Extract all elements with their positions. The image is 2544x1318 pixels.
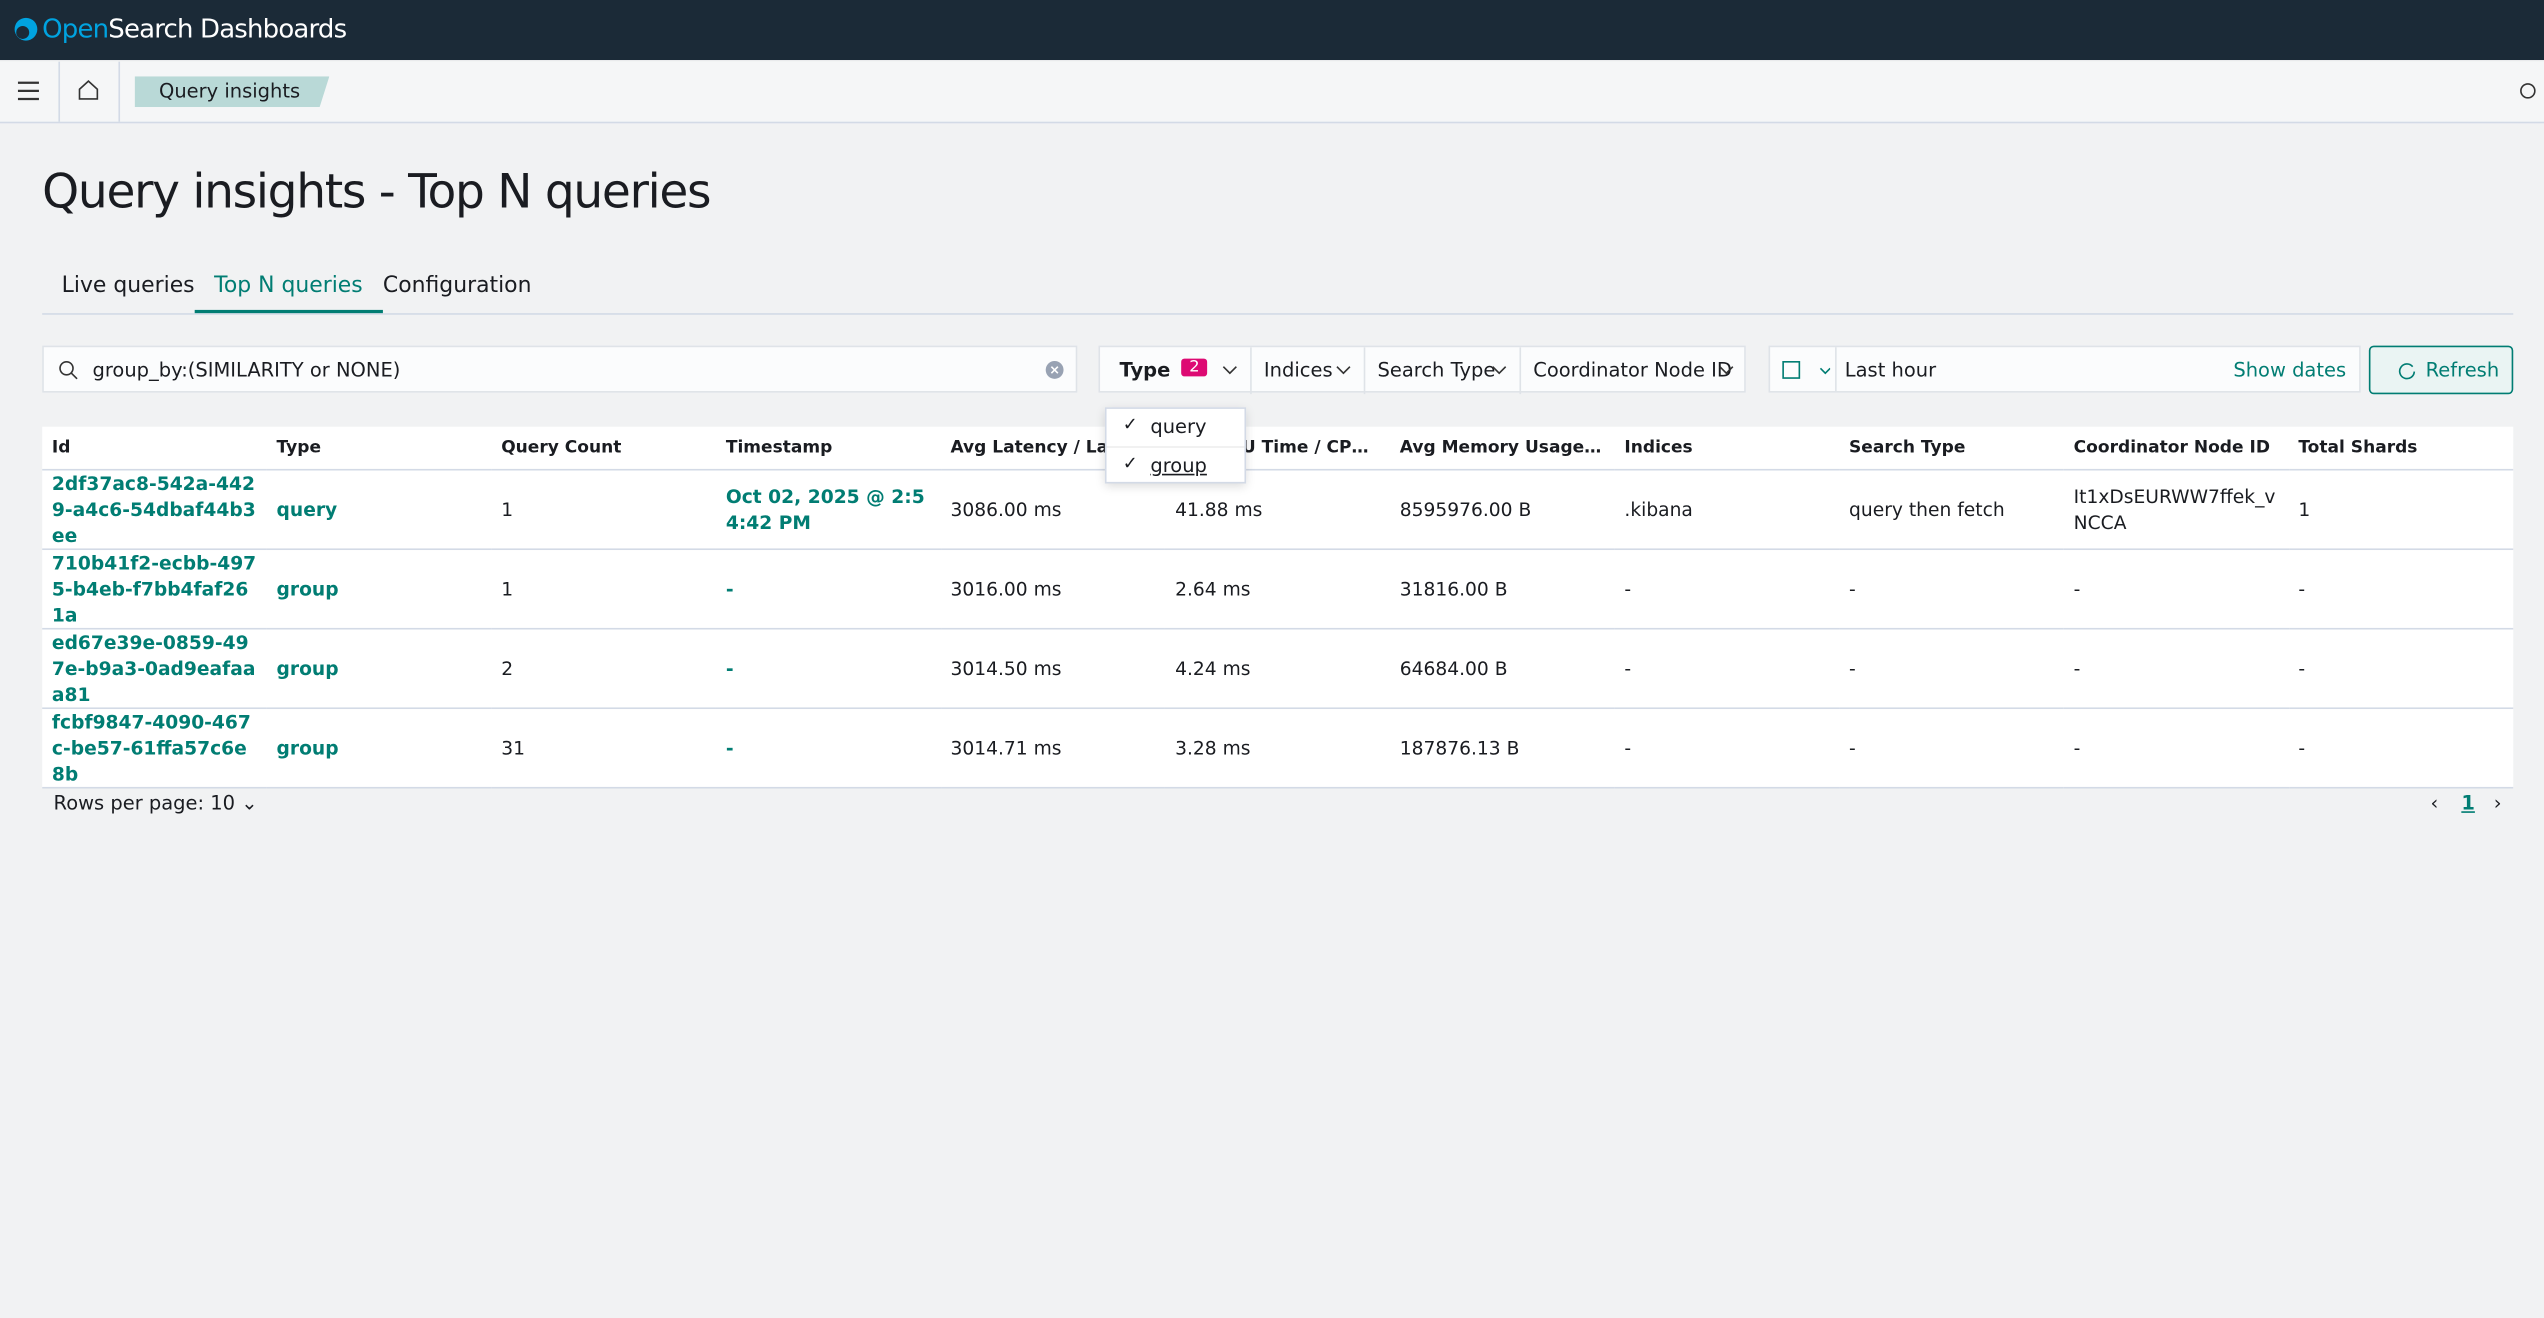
cell: 187876.13 B <box>1390 708 1615 789</box>
tab[interactable]: Live queries <box>61 272 195 299</box>
rows-per-page[interactable]: Rows per page: 10 ⌄ <box>53 791 258 815</box>
cell[interactable]: - <box>716 549 941 630</box>
time-range: Last hour <box>1844 358 1937 382</box>
cell: 31 <box>491 708 717 789</box>
home-button[interactable] <box>78 80 99 101</box>
cell: 1 <box>491 469 717 551</box>
type-option-label: group <box>1150 454 1207 478</box>
brand[interactable]: OpenSearch Dashboards <box>42 12 347 44</box>
cell: - <box>1614 628 1840 710</box>
table-wrap: Id Type Query Count Timestamp Avg Latency / … <box>42 426 2514 789</box>
type-option[interactable]: ✓ query <box>1107 409 1245 445</box>
cell: 4.24 ms <box>1165 628 1391 710</box>
cell: 2.64 ms <box>1165 549 1391 630</box>
column-header[interactable]: Id <box>42 426 267 471</box>
cell: - <box>1614 549 1840 630</box>
cell: 1 <box>2288 469 2514 551</box>
cell: - <box>1839 628 2064 710</box>
column-header[interactable]: Timestamp <box>716 426 941 471</box>
column-header[interactable]: Type <box>266 426 492 471</box>
cell: 31816.00 B <box>1390 549 1615 630</box>
search-query: group_by:(SIMILARITY or NONE) <box>92 358 401 382</box>
cell: - <box>2063 628 2289 710</box>
brand-rest: Search Dashboards <box>108 12 347 44</box>
cell[interactable]: group <box>266 549 492 630</box>
cell: - <box>1839 549 2064 630</box>
tab[interactable]: Top N queries <box>194 273 383 314</box>
cell: 2 <box>491 628 717 710</box>
clear-search[interactable] <box>1045 360 1064 379</box>
cell: - <box>2288 628 2514 710</box>
cell: 3014.71 ms <box>940 708 1166 789</box>
tab[interactable]: Configuration <box>382 272 532 299</box>
cell: 3016.00 ms <box>940 549 1166 630</box>
type-option[interactable]: ✓ group <box>1106 446 1245 483</box>
help-button[interactable] <box>2520 83 2536 99</box>
check: ✓ <box>1122 413 1138 435</box>
top-bar: OpenSearch Dashboards <box>0 0 2544 61</box>
date-picker[interactable]: Last hour Show dates <box>1768 345 2361 393</box>
indices-filter[interactable]: Indices <box>1263 358 1333 382</box>
cell: - <box>2288 708 2514 789</box>
search-type-filter[interactable]: Search Type <box>1377 358 1496 382</box>
cell[interactable]: 710b41f2-ecbb-4975-b4eb-f7bb4faf261a <box>42 549 267 630</box>
search-bar[interactable]: group_by:(SIMILARITY or NONE) <box>42 345 1078 393</box>
cell: 3014.50 ms <box>940 628 1166 710</box>
rows-per-page-label: Rows per page: 10 <box>53 791 236 815</box>
refresh-button[interactable]: Refresh <box>2368 345 2514 395</box>
show-dates[interactable]: Show dates <box>2233 358 2347 382</box>
type-count: 2 <box>1181 358 1208 377</box>
cell: 1 <box>491 549 717 630</box>
cell: query then fetch <box>1839 469 2064 551</box>
check: ✓ <box>1122 452 1138 474</box>
page-number[interactable]: 1 <box>2461 791 2475 815</box>
cell: 8595976.00 B <box>1390 469 1615 551</box>
cell[interactable]: ed67e39e-0859-497e-b9a3-0ad9eafaaa81 <box>42 628 267 710</box>
type-option-label: query <box>1150 415 1207 439</box>
cell: - <box>2288 549 2514 630</box>
column-header[interactable]: Query Count <box>491 426 717 471</box>
column-header[interactable]: Coordinator Node ID <box>2063 426 2289 471</box>
table-row: fcbf9847-4090-467c-be57-61ffa57c6e8b grou… <box>42 708 2514 789</box>
logo <box>14 17 38 41</box>
cell[interactable]: fcbf9847-4090-467c-be57-61ffa57c6e8b <box>42 708 267 789</box>
table-row: 2df37ac8-542a-4429-a4c6-54dbaf44b3ee quer… <box>42 469 2514 551</box>
refresh-label: Refresh <box>2425 358 2500 382</box>
cell[interactable]: 2df37ac8-542a-4429-a4c6-54dbaf44b3ee <box>42 469 267 551</box>
page-title: Query insights - Top N queries <box>42 163 711 220</box>
cell: - <box>2063 549 2289 630</box>
column-header[interactable]: Avg Memory Usage / Mem... <box>1390 426 1615 471</box>
cell[interactable]: Oct 02, 2025 @ 2:54:42 PM <box>716 469 941 551</box>
column-header[interactable]: Total Shards <box>2288 426 2514 471</box>
cell: .kibana <box>1614 469 1840 551</box>
cell[interactable]: - <box>716 628 941 710</box>
column-header[interactable]: Indices <box>1614 426 1840 471</box>
brand-open: Open <box>42 12 109 44</box>
node-filter[interactable]: Coordinator Node ID <box>1533 358 1732 382</box>
table-row: 710b41f2-ecbb-4975-b4eb-f7bb4faf261a grou… <box>42 549 2514 630</box>
column-header[interactable]: Search Type <box>1839 426 2064 471</box>
type-filter[interactable]: Type <box>1119 358 1171 382</box>
breadcrumb[interactable]: Query insights <box>134 76 330 108</box>
cell[interactable]: group <box>266 628 492 710</box>
filter-group: Type 2 Indices Search Type Coordinator N… <box>1098 345 1746 395</box>
cell: 3.28 ms <box>1165 708 1391 789</box>
cell[interactable]: query <box>266 469 492 551</box>
cell[interactable]: - <box>716 708 941 789</box>
cell: It1xDsEURWW7ffek_vNCCA <box>2063 469 2289 551</box>
cell: - <box>1839 708 2064 789</box>
cell: - <box>1614 708 1840 789</box>
cell[interactable]: group <box>266 708 492 789</box>
menu-button[interactable] <box>17 81 41 101</box>
cell: 64684.00 B <box>1390 628 1615 710</box>
cell: - <box>2063 708 2289 789</box>
results-table: Id Type Query Count Timestamp Avg Latency / … <box>42 426 2514 789</box>
breadcrumb-bar: Query insights <box>0 61 2544 124</box>
type-dropdown: ✓ query ✓ group <box>1104 407 1247 484</box>
table-row: ed67e39e-0859-497e-b9a3-0ad9eafaaa81 grou… <box>42 628 2514 710</box>
